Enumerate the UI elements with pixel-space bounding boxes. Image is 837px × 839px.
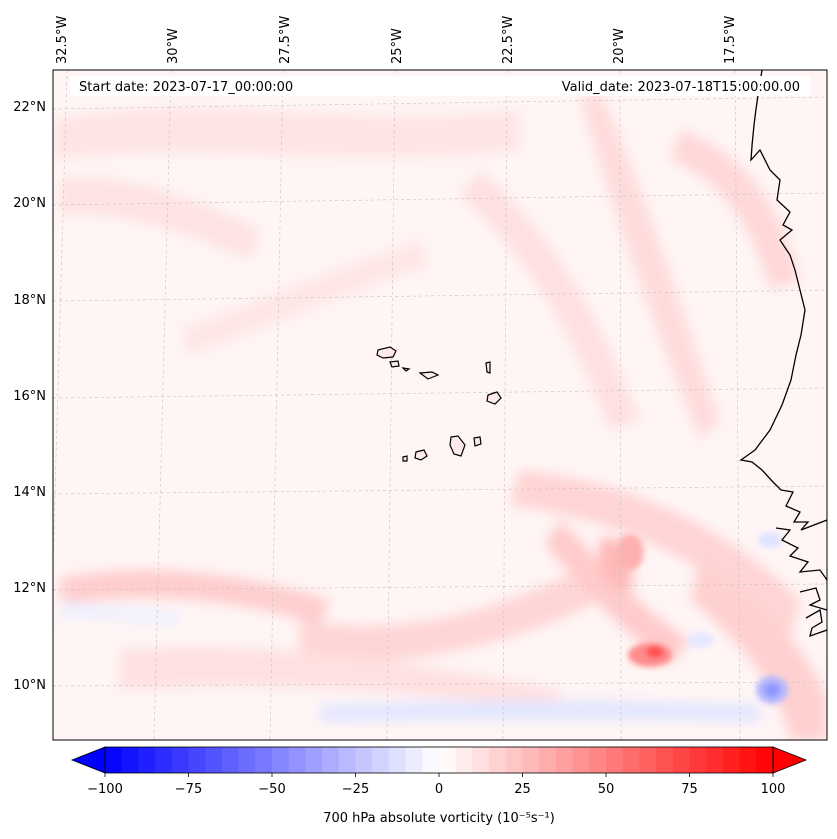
colorbar-cell (188, 747, 206, 773)
vorticity-field (53, 90, 827, 740)
lat-label: 16°N (13, 389, 46, 404)
colorbar-tick-label: 75 (681, 782, 698, 797)
colorbar-cell (121, 747, 139, 773)
africa-coastline (739, 70, 827, 638)
colorbar-cell (272, 747, 290, 773)
colorbar-cell (171, 747, 189, 773)
lat-label: 12°N (13, 581, 46, 596)
colorbar-cell (555, 747, 574, 773)
colorbar-label: 700 hPa absolute vorticity (10⁻⁵s⁻¹) (323, 811, 555, 826)
colorbar-cell (589, 747, 607, 773)
lon-label: 22.5°W (501, 16, 516, 64)
colorbar-tick-label: 25 (514, 782, 531, 797)
colorbar-cell (405, 747, 423, 773)
colorbar-cell (221, 747, 240, 773)
colorbar-cell (288, 747, 306, 773)
valid-date-text: Valid_date: 2023-07-18T15:00:00.00 (562, 80, 800, 95)
colorbar-tick-label: −100 (87, 782, 123, 797)
colorbar-cell (388, 747, 407, 773)
colorbar-tick-label: −50 (258, 782, 285, 797)
colorbar-extend-low (70, 746, 106, 774)
start-date-text: Start date: 2023-07-17_00:00:00 (79, 80, 293, 95)
colorbar-cell (539, 747, 557, 773)
colorbar-extend-high (772, 746, 808, 774)
colorbar-ticks: −100 −75 −50 −25 0 25 50 75 100 (87, 773, 785, 797)
colorbar-cell (138, 747, 156, 773)
colorbar-cell (238, 747, 256, 773)
lat-label: 20°N (13, 196, 46, 211)
lon-label: 30°W (166, 28, 181, 64)
colorbar-cell (739, 747, 757, 773)
lon-label: 25°W (390, 28, 405, 64)
colorbar-cell (472, 747, 490, 773)
lat-label: 10°N (13, 678, 46, 693)
info-box (70, 76, 810, 96)
longitude-labels: 32.5°W 30°W 27.5°W 25°W 22.5°W 20°W 17.5… (55, 16, 738, 64)
colorbar-cell (672, 747, 690, 773)
colorbar-cell (572, 747, 590, 773)
colorbar-cell (322, 747, 340, 773)
colorbar-cell (522, 747, 540, 773)
colorbar-cells (105, 747, 774, 773)
colorbar-cell (338, 747, 356, 773)
colorbar-cell (606, 747, 624, 773)
colorbar: −100 −75 −50 −25 0 25 50 75 100 700 hPa absolute… (70, 746, 808, 826)
lon-label: 32.5°W (55, 16, 70, 64)
colorbar-cell (439, 747, 457, 773)
vorticity-extremes (616, 532, 788, 704)
cape-verde-islands (376, 346, 502, 462)
lon-label: 27.5°W (278, 16, 293, 64)
colorbar-cell (722, 747, 741, 773)
map-panel (53, 70, 827, 740)
colorbar-cell (155, 747, 173, 773)
map-frame (52, 69, 828, 741)
colorbar-tick-label: −75 (175, 782, 202, 797)
colorbar-cell (205, 747, 223, 773)
lon-label: 20°W (612, 28, 627, 64)
colorbar-tick-label: 50 (598, 782, 615, 797)
latitude-labels: 22°N 20°N 18°N 16°N 14°N 12°N 10°N (13, 100, 46, 693)
colorbar-cell (756, 747, 774, 773)
colorbar-cell (255, 747, 273, 773)
lat-label: 14°N (13, 485, 46, 500)
gridlines (53, 70, 827, 740)
colorbar-tick-label: −25 (342, 782, 369, 797)
colorbar-cell (305, 747, 323, 773)
colorbar-cell (455, 747, 473, 773)
colorbar-cell (422, 747, 440, 773)
colorbar-cell (489, 747, 507, 773)
colorbar-cell (639, 747, 657, 773)
colorbar-tick-label: 100 (761, 782, 786, 797)
colorbar-cell (622, 747, 640, 773)
lat-label: 22°N (13, 100, 46, 115)
lat-label: 18°N (13, 293, 46, 308)
colorbar-cell (105, 747, 123, 773)
colorbar-cell (355, 747, 373, 773)
colorbar-cell (372, 747, 390, 773)
lon-label: 17.5°W (723, 16, 738, 64)
colorbar-tick-label: 0 (435, 782, 443, 797)
colorbar-cell (689, 747, 707, 773)
colorbar-cell (505, 747, 523, 773)
colorbar-cell (706, 747, 724, 773)
colorbar-cell (656, 747, 674, 773)
